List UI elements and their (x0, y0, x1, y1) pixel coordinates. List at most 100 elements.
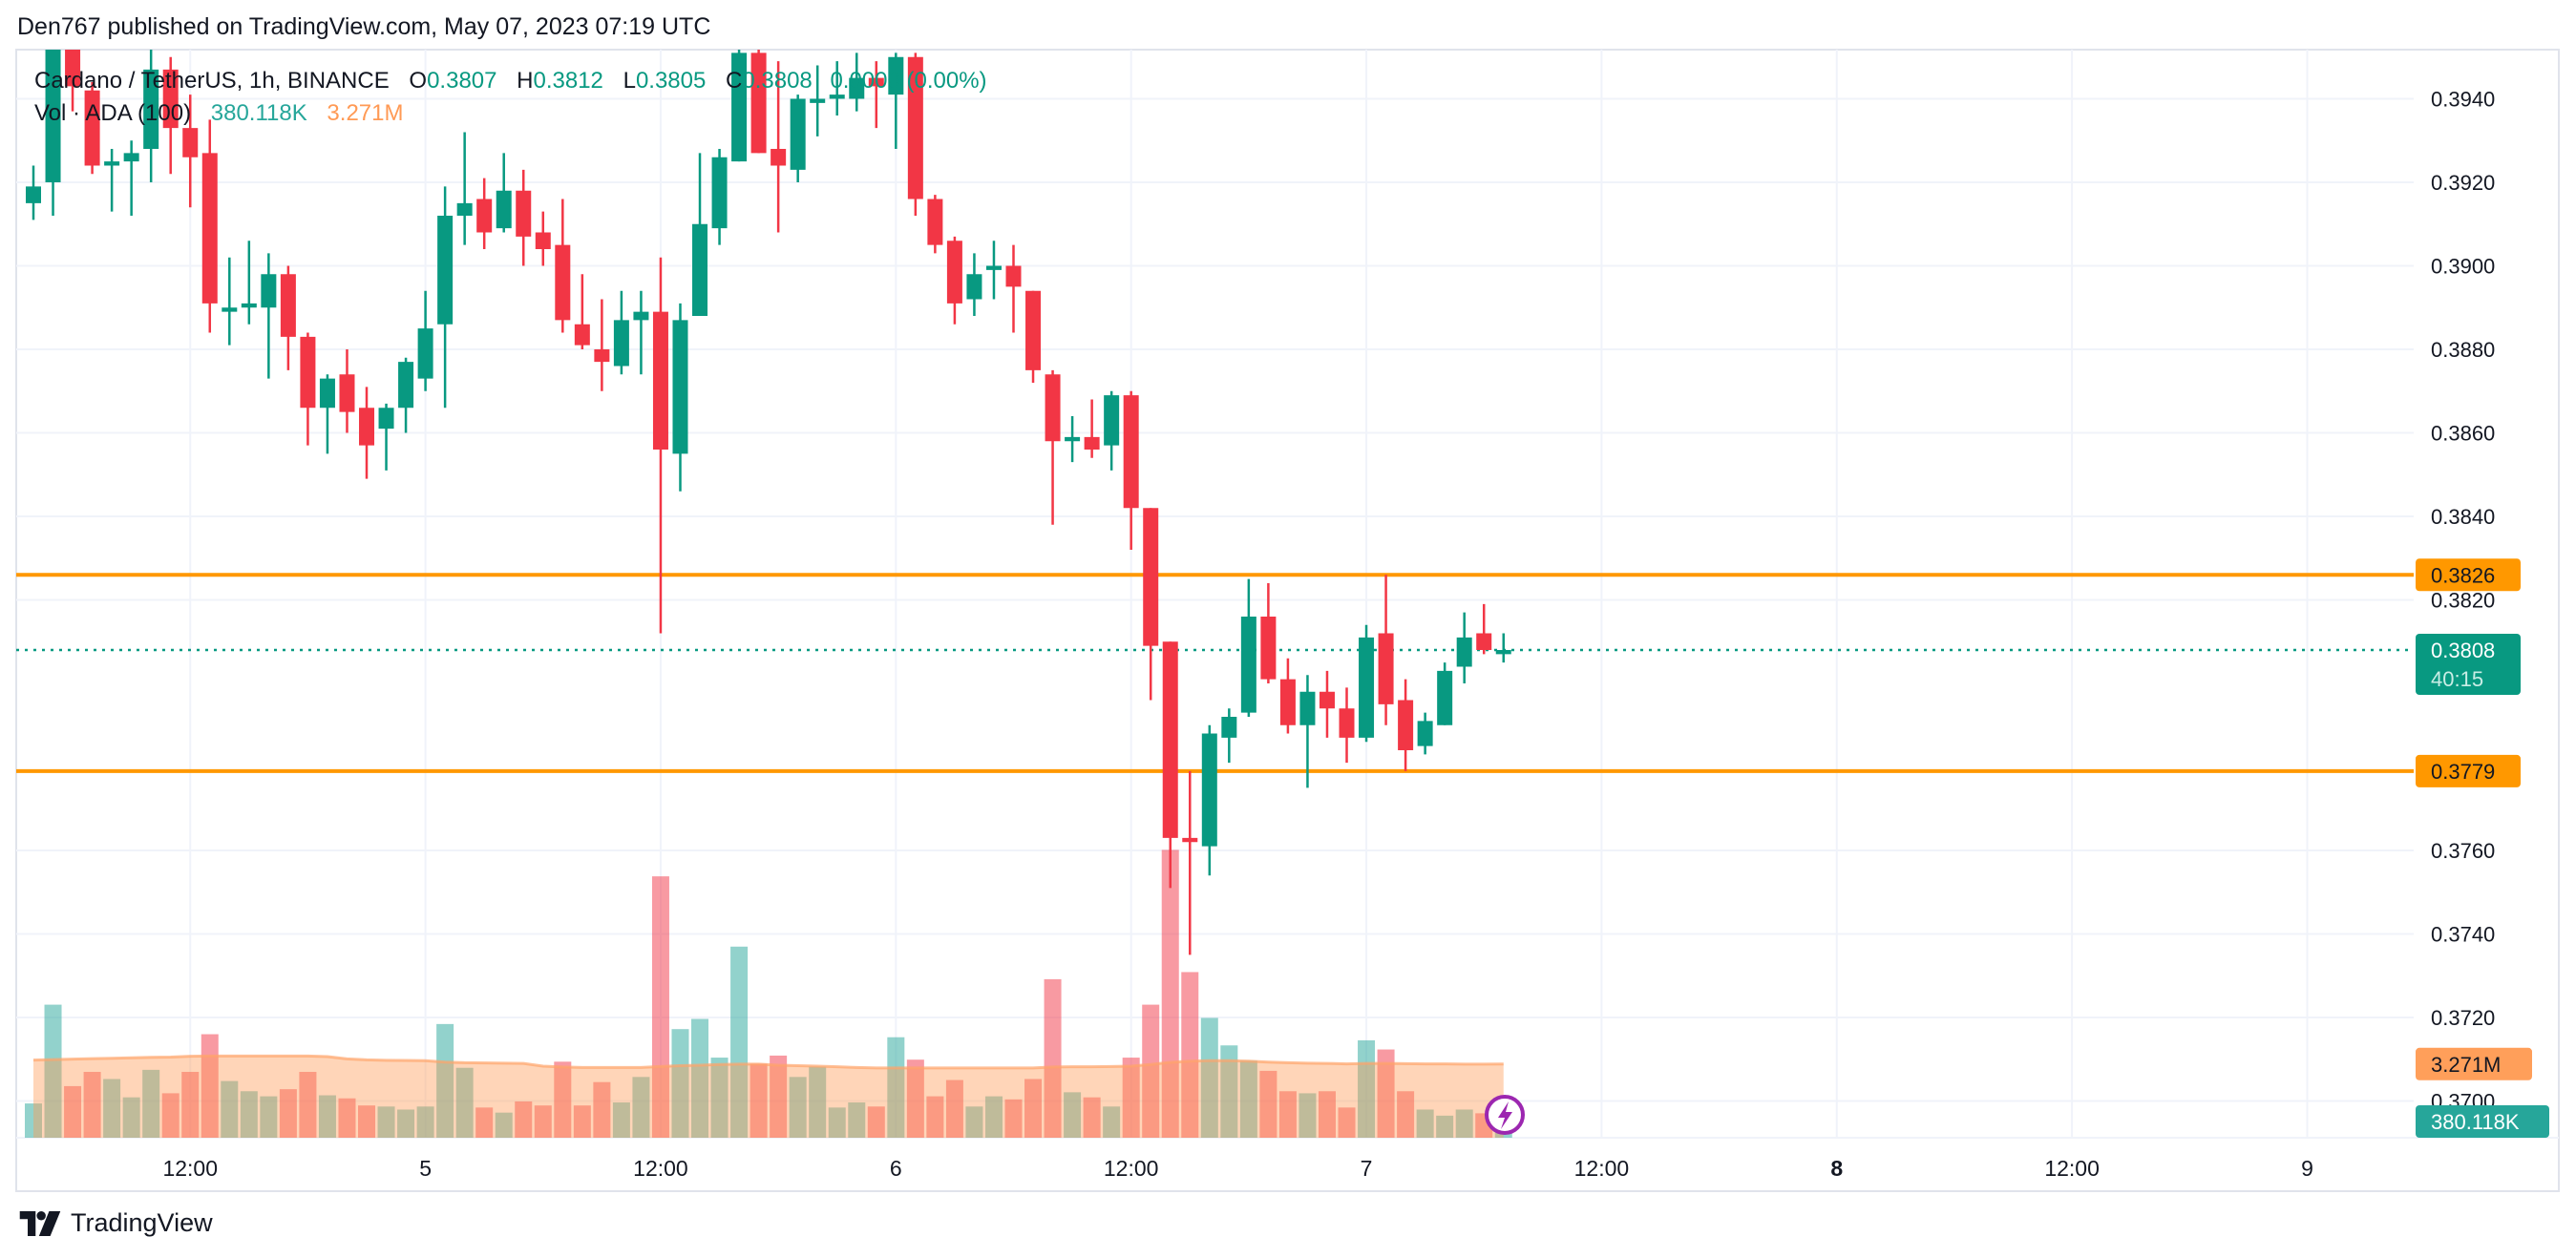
volume-bar (1083, 1097, 1101, 1138)
candle-body[interactable] (810, 98, 826, 103)
candle-body[interactable] (672, 320, 688, 454)
price-tick-label: 0.3940 (2431, 88, 2495, 112)
candle-body[interactable] (378, 408, 394, 430)
candle-body[interactable] (143, 69, 159, 149)
candle-body[interactable] (1299, 691, 1316, 725)
candle-body[interactable] (1279, 679, 1296, 725)
candle-body[interactable] (711, 157, 728, 229)
candle-body[interactable] (300, 336, 316, 409)
candle-body[interactable] (927, 199, 943, 245)
candle-body[interactable] (261, 274, 277, 308)
candle-body[interactable] (692, 223, 708, 316)
candle-body[interactable] (1104, 395, 1120, 446)
candle-body[interactable] (1084, 436, 1100, 450)
candle-body[interactable] (750, 52, 767, 154)
volume-bar (1161, 849, 1179, 1138)
candle-body[interactable] (1456, 637, 1472, 667)
candle-body[interactable] (222, 307, 238, 312)
candle-body[interactable] (966, 274, 982, 300)
candle-body[interactable] (65, 49, 81, 87)
candle-body[interactable] (359, 408, 375, 446)
candle-body[interactable] (555, 244, 571, 321)
volume-bar (671, 1029, 689, 1138)
candle-body[interactable] (1045, 374, 1061, 442)
candle-body[interactable] (574, 324, 590, 346)
candle-body[interactable] (731, 52, 748, 162)
candle-body[interactable] (1359, 637, 1375, 738)
candle-body[interactable] (1398, 700, 1414, 751)
candle-body[interactable] (280, 274, 296, 337)
candle-body[interactable] (123, 153, 139, 162)
candle-body[interactable] (1339, 708, 1355, 738)
candle-body[interactable] (1378, 633, 1394, 704)
candle-body[interactable] (339, 374, 355, 412)
candle-body[interactable] (319, 378, 335, 409)
candle-body[interactable] (1162, 641, 1178, 838)
candle-body[interactable] (790, 98, 806, 170)
volume-bar (1044, 978, 1062, 1138)
candle-body[interactable] (84, 90, 100, 166)
volume-ma-label-box (2416, 1047, 2532, 1080)
tradingview-logo[interactable]: TradingView (19, 1208, 213, 1238)
volume-bar (103, 1079, 121, 1138)
candle-body[interactable] (1417, 721, 1433, 746)
candle-body[interactable] (104, 161, 120, 166)
candle-body[interactable] (1005, 265, 1022, 287)
candle-body[interactable] (633, 311, 649, 321)
candle-body[interactable] (417, 328, 433, 379)
candle-body[interactable] (1495, 650, 1511, 655)
candle-body[interactable] (1143, 508, 1159, 646)
lightning-event-icon[interactable] (1485, 1095, 1525, 1135)
candle-body[interactable] (1240, 617, 1256, 713)
candle-body[interactable] (1260, 617, 1277, 680)
volume-bar (534, 1105, 552, 1138)
candle-body[interactable] (1319, 691, 1335, 709)
volume-bar (1122, 1058, 1140, 1138)
volume-bar (789, 1077, 807, 1138)
candle-body[interactable] (241, 303, 257, 308)
volume-bar (299, 1071, 317, 1138)
plot-area[interactable] (16, 45, 2414, 1138)
volume-axis-label: 380.118K (2431, 1110, 2520, 1134)
volume-bar (64, 1085, 82, 1138)
candle-body[interactable] (771, 149, 787, 166)
candle-body[interactable] (1123, 395, 1139, 509)
volume-bar (1338, 1107, 1356, 1138)
candle-body[interactable] (201, 153, 218, 304)
candle-body[interactable] (1065, 436, 1081, 442)
candle-body[interactable] (1182, 837, 1198, 843)
candle-body[interactable] (437, 216, 454, 325)
candle-body[interactable] (888, 56, 904, 95)
candle-body[interactable] (535, 232, 551, 250)
level-price-label-box (2416, 754, 2521, 787)
volume-bar (377, 1106, 395, 1138)
candle-body[interactable] (398, 362, 414, 409)
candle-body[interactable] (849, 77, 865, 99)
candle-body[interactable] (1437, 670, 1453, 725)
candle-body[interactable] (907, 56, 923, 199)
candle-body[interactable] (496, 190, 512, 229)
candle-body[interactable] (476, 199, 493, 233)
candle-body[interactable] (1025, 290, 1042, 370)
candle-body[interactable] (1201, 733, 1217, 847)
candle-body[interactable] (594, 349, 610, 363)
candle-body[interactable] (26, 186, 41, 203)
candle-body[interactable] (516, 190, 532, 237)
volume-bar (338, 1098, 356, 1138)
candle-body[interactable] (829, 94, 845, 99)
candle-body[interactable] (45, 49, 61, 182)
candle-body[interactable] (456, 202, 473, 216)
last-price-label: 0.3808 (2431, 639, 2495, 662)
candle-body[interactable] (1221, 717, 1237, 738)
candle-body[interactable] (985, 265, 1002, 270)
candle-body[interactable] (652, 311, 668, 450)
candle-body[interactable] (162, 69, 179, 129)
candle-body[interactable] (182, 128, 199, 157)
volume-bar (515, 1101, 533, 1138)
candle-body[interactable] (613, 320, 629, 367)
candle-body[interactable] (946, 241, 962, 304)
volume-bar (1239, 1060, 1257, 1138)
candle-body[interactable] (868, 77, 884, 87)
candle-body[interactable] (1476, 633, 1492, 651)
